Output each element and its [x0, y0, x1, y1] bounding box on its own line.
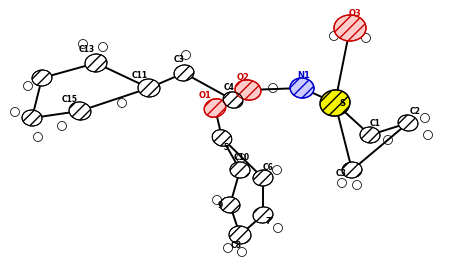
- Ellipse shape: [398, 115, 418, 131]
- Ellipse shape: [320, 90, 350, 116]
- Text: C4: C4: [224, 83, 235, 92]
- Ellipse shape: [69, 102, 91, 120]
- Ellipse shape: [253, 170, 273, 186]
- Ellipse shape: [204, 99, 226, 117]
- Text: C13: C13: [79, 45, 95, 55]
- Ellipse shape: [253, 207, 273, 223]
- Ellipse shape: [138, 79, 160, 97]
- Ellipse shape: [235, 80, 261, 100]
- Ellipse shape: [290, 78, 314, 98]
- Ellipse shape: [253, 207, 273, 223]
- Ellipse shape: [342, 162, 362, 178]
- Ellipse shape: [235, 80, 261, 100]
- Text: 7: 7: [265, 218, 271, 227]
- Text: N1: N1: [298, 71, 310, 81]
- Ellipse shape: [174, 65, 194, 81]
- Ellipse shape: [22, 110, 42, 126]
- Text: 9: 9: [218, 202, 223, 211]
- Ellipse shape: [204, 99, 226, 117]
- Ellipse shape: [223, 92, 243, 108]
- Ellipse shape: [212, 130, 232, 146]
- Ellipse shape: [334, 15, 366, 41]
- Ellipse shape: [212, 130, 232, 146]
- Ellipse shape: [230, 162, 250, 178]
- Ellipse shape: [220, 197, 240, 213]
- Text: C1: C1: [370, 118, 381, 127]
- Text: C10: C10: [234, 153, 250, 162]
- Ellipse shape: [398, 115, 418, 131]
- Ellipse shape: [69, 102, 91, 120]
- Ellipse shape: [32, 70, 52, 86]
- Text: O1: O1: [199, 92, 211, 101]
- Ellipse shape: [229, 226, 251, 244]
- Text: C3: C3: [336, 169, 346, 178]
- Text: O2: O2: [237, 74, 249, 83]
- Ellipse shape: [22, 110, 42, 126]
- Text: C15: C15: [62, 95, 78, 104]
- Text: C8: C8: [230, 241, 241, 249]
- Ellipse shape: [290, 78, 314, 98]
- Text: S: S: [339, 99, 345, 108]
- Ellipse shape: [253, 170, 273, 186]
- Text: C11: C11: [132, 71, 148, 81]
- Ellipse shape: [342, 162, 362, 178]
- Ellipse shape: [230, 162, 250, 178]
- Ellipse shape: [138, 79, 160, 97]
- Ellipse shape: [320, 90, 350, 116]
- Ellipse shape: [334, 15, 366, 41]
- Text: C6: C6: [263, 162, 273, 171]
- Ellipse shape: [85, 54, 107, 72]
- Ellipse shape: [223, 92, 243, 108]
- Text: C2: C2: [410, 106, 420, 115]
- Ellipse shape: [85, 54, 107, 72]
- Text: O3: O3: [348, 10, 361, 18]
- Ellipse shape: [32, 70, 52, 86]
- Ellipse shape: [360, 127, 380, 143]
- Text: 5: 5: [223, 143, 228, 153]
- Ellipse shape: [174, 65, 194, 81]
- Ellipse shape: [229, 226, 251, 244]
- Ellipse shape: [360, 127, 380, 143]
- Text: C3: C3: [173, 55, 184, 64]
- Ellipse shape: [220, 197, 240, 213]
